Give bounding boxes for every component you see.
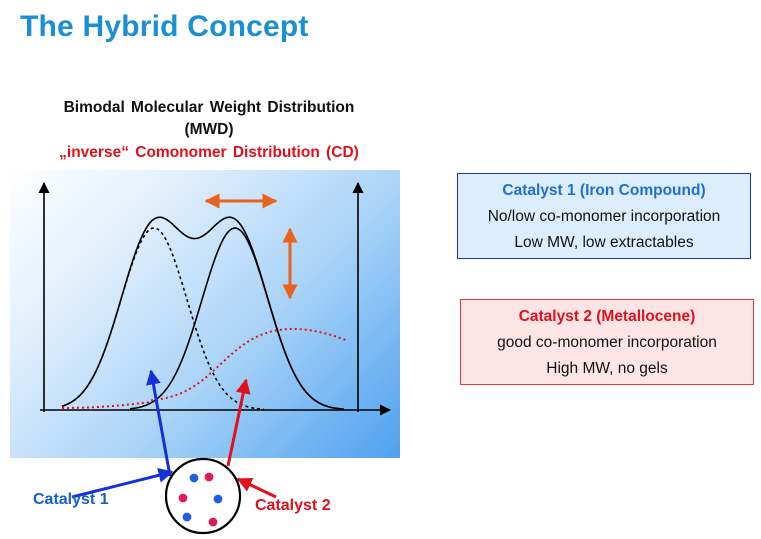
heading-mwd: Bimodal Molecular Weight Distribution (63, 99, 355, 116)
catalyst1-info-box: Catalyst 1 (Iron Compound) No/low co-mon… (457, 173, 751, 259)
catalyst1-label: Catalyst 1 (33, 491, 109, 508)
red-catalyst-dot (203, 471, 215, 483)
catalyst1-label-arrow (71, 467, 174, 499)
catalyst1-pointer-arrow (146, 369, 172, 477)
catalyst2-label: Catalyst 2 (255, 497, 331, 514)
comonomer-distribution-curve (62, 327, 347, 409)
red-catalyst-dot (207, 516, 219, 528)
hybrid-catalyst-particle (164, 457, 242, 535)
catalyst2-box-title: Catalyst 2 (Metallocene) (518, 308, 696, 325)
catalyst2-info-box: Catalyst 2 (Metallocene) good co-monomer… (460, 299, 754, 385)
catalyst2-label-arrow (236, 477, 277, 499)
heading-cd: „inverse“ Comonomer Distribution (CD) (59, 144, 359, 161)
high-mw-curve (129, 227, 345, 410)
page-title: The Hybrid Concept (20, 10, 309, 43)
catalyst1-box-line2: Low MW, low extractables (514, 234, 694, 251)
catalyst2-box-line2: High MW, no gels (546, 360, 668, 377)
catalyst2-pointer-arrow (226, 378, 251, 467)
catalyst2-box-line1: good co-monomer incorporation (497, 334, 717, 351)
blue-catalyst-dot (181, 511, 193, 523)
red-catalyst-dot (177, 492, 189, 504)
blue-catalyst-dot (188, 472, 200, 484)
blue-catalyst-dot (212, 493, 224, 505)
heading-mwd-abbrev: (MWD) (184, 121, 234, 138)
low-mw-curve-dashed (61, 227, 265, 411)
catalyst1-box-line1: No/low co-monomer incorporation (487, 208, 721, 225)
catalyst1-box-title: Catalyst 1 (Iron Compound) (502, 182, 706, 199)
